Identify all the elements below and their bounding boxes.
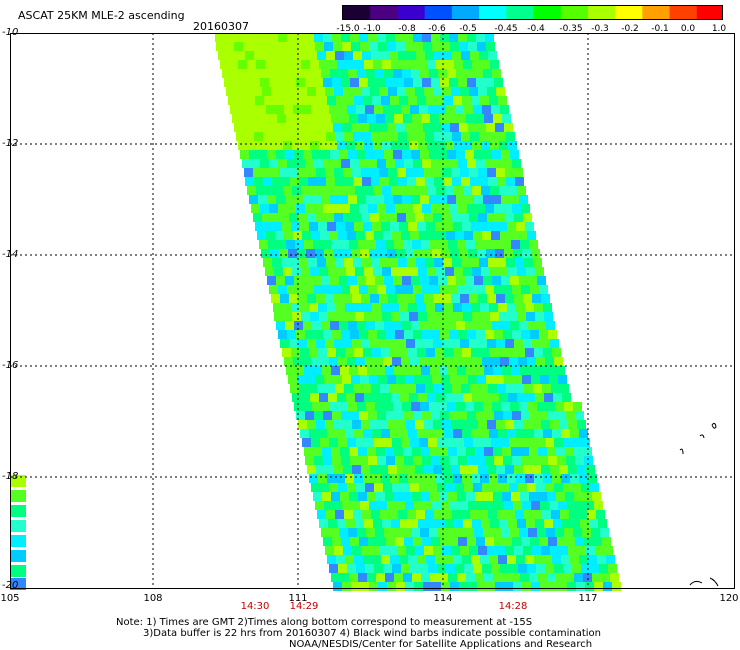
colorbar-label: -0.6 bbox=[428, 24, 446, 34]
map-grid bbox=[10, 33, 735, 589]
colorbar-segment bbox=[587, 6, 616, 19]
product-title: ASCAT 25KM MLE-2 ascending bbox=[18, 9, 185, 22]
time-label: 14:29 bbox=[289, 601, 319, 612]
colorbar-segment bbox=[669, 6, 698, 19]
footnote-line: Note: 1) Times are GMT 2)Times along bot… bbox=[116, 617, 533, 628]
colorbar-segment bbox=[696, 6, 722, 19]
lat-label: -12 bbox=[2, 138, 19, 149]
colorbar bbox=[342, 5, 723, 20]
colorbar-label: -15.0 bbox=[336, 24, 360, 34]
lon-label: 111 bbox=[288, 593, 308, 604]
lat-label: -18 bbox=[2, 471, 19, 482]
colorbar-segment bbox=[642, 6, 671, 19]
lon-label: 105 bbox=[0, 593, 20, 604]
lon-label: 117 bbox=[578, 593, 598, 604]
colorbar-label: 0.0 bbox=[680, 24, 696, 34]
product-date: 20160307 bbox=[193, 20, 249, 33]
time-label: 14:28 bbox=[498, 601, 528, 612]
colorbar-segment bbox=[397, 6, 426, 19]
colorbar-segment bbox=[506, 6, 535, 19]
colorbar-label: -0.5 bbox=[459, 24, 477, 34]
colorbar-label: -0.2 bbox=[621, 24, 639, 34]
lon-label: 108 bbox=[143, 593, 163, 604]
map-frame bbox=[10, 33, 735, 589]
lat-label: -14 bbox=[2, 249, 19, 260]
colorbar-label: -0.4 bbox=[527, 24, 545, 34]
colorbar-segment bbox=[370, 6, 399, 19]
colorbar-segment bbox=[560, 6, 589, 19]
colorbar-segment bbox=[424, 6, 453, 19]
lon-label: 114 bbox=[433, 593, 453, 604]
colorbar-label: -0.3 bbox=[591, 24, 609, 34]
colorbar-segment bbox=[533, 6, 562, 19]
colorbar-segment bbox=[343, 6, 371, 19]
swath-cells bbox=[215, 33, 621, 591]
footnote-line: NOAA/NESDIS/Center for Satellite Applica… bbox=[289, 639, 593, 650]
colorbar-label: -0.45 bbox=[494, 24, 518, 34]
colorbar-label: -0.1 bbox=[651, 24, 669, 34]
colorbar-segment bbox=[479, 6, 507, 19]
coastline bbox=[679, 422, 719, 587]
colorbar-labels: -15.0 -1.0 -0.8 -0.6 -0.5 -0.45 -0.4 -0.… bbox=[330, 24, 735, 36]
colorbar-segment bbox=[615, 6, 643, 19]
lat-label: -20 bbox=[2, 580, 19, 591]
colorbar-segment bbox=[451, 6, 480, 19]
swath-fragment bbox=[10, 475, 26, 590]
colorbar-label: -1.0 bbox=[363, 24, 381, 34]
time-label: 14:30 bbox=[240, 601, 270, 612]
colorbar-label: -0.35 bbox=[559, 24, 583, 34]
colorbar-label: 1.0 bbox=[711, 24, 727, 34]
colorbar-label: -0.8 bbox=[398, 24, 416, 34]
footnote-line: 3)Data buffer is 22 hrs from 20160307 4)… bbox=[143, 628, 601, 639]
lon-label: 120 bbox=[719, 593, 739, 604]
lat-label: -16 bbox=[2, 360, 19, 371]
lat-label: -10 bbox=[2, 27, 19, 38]
